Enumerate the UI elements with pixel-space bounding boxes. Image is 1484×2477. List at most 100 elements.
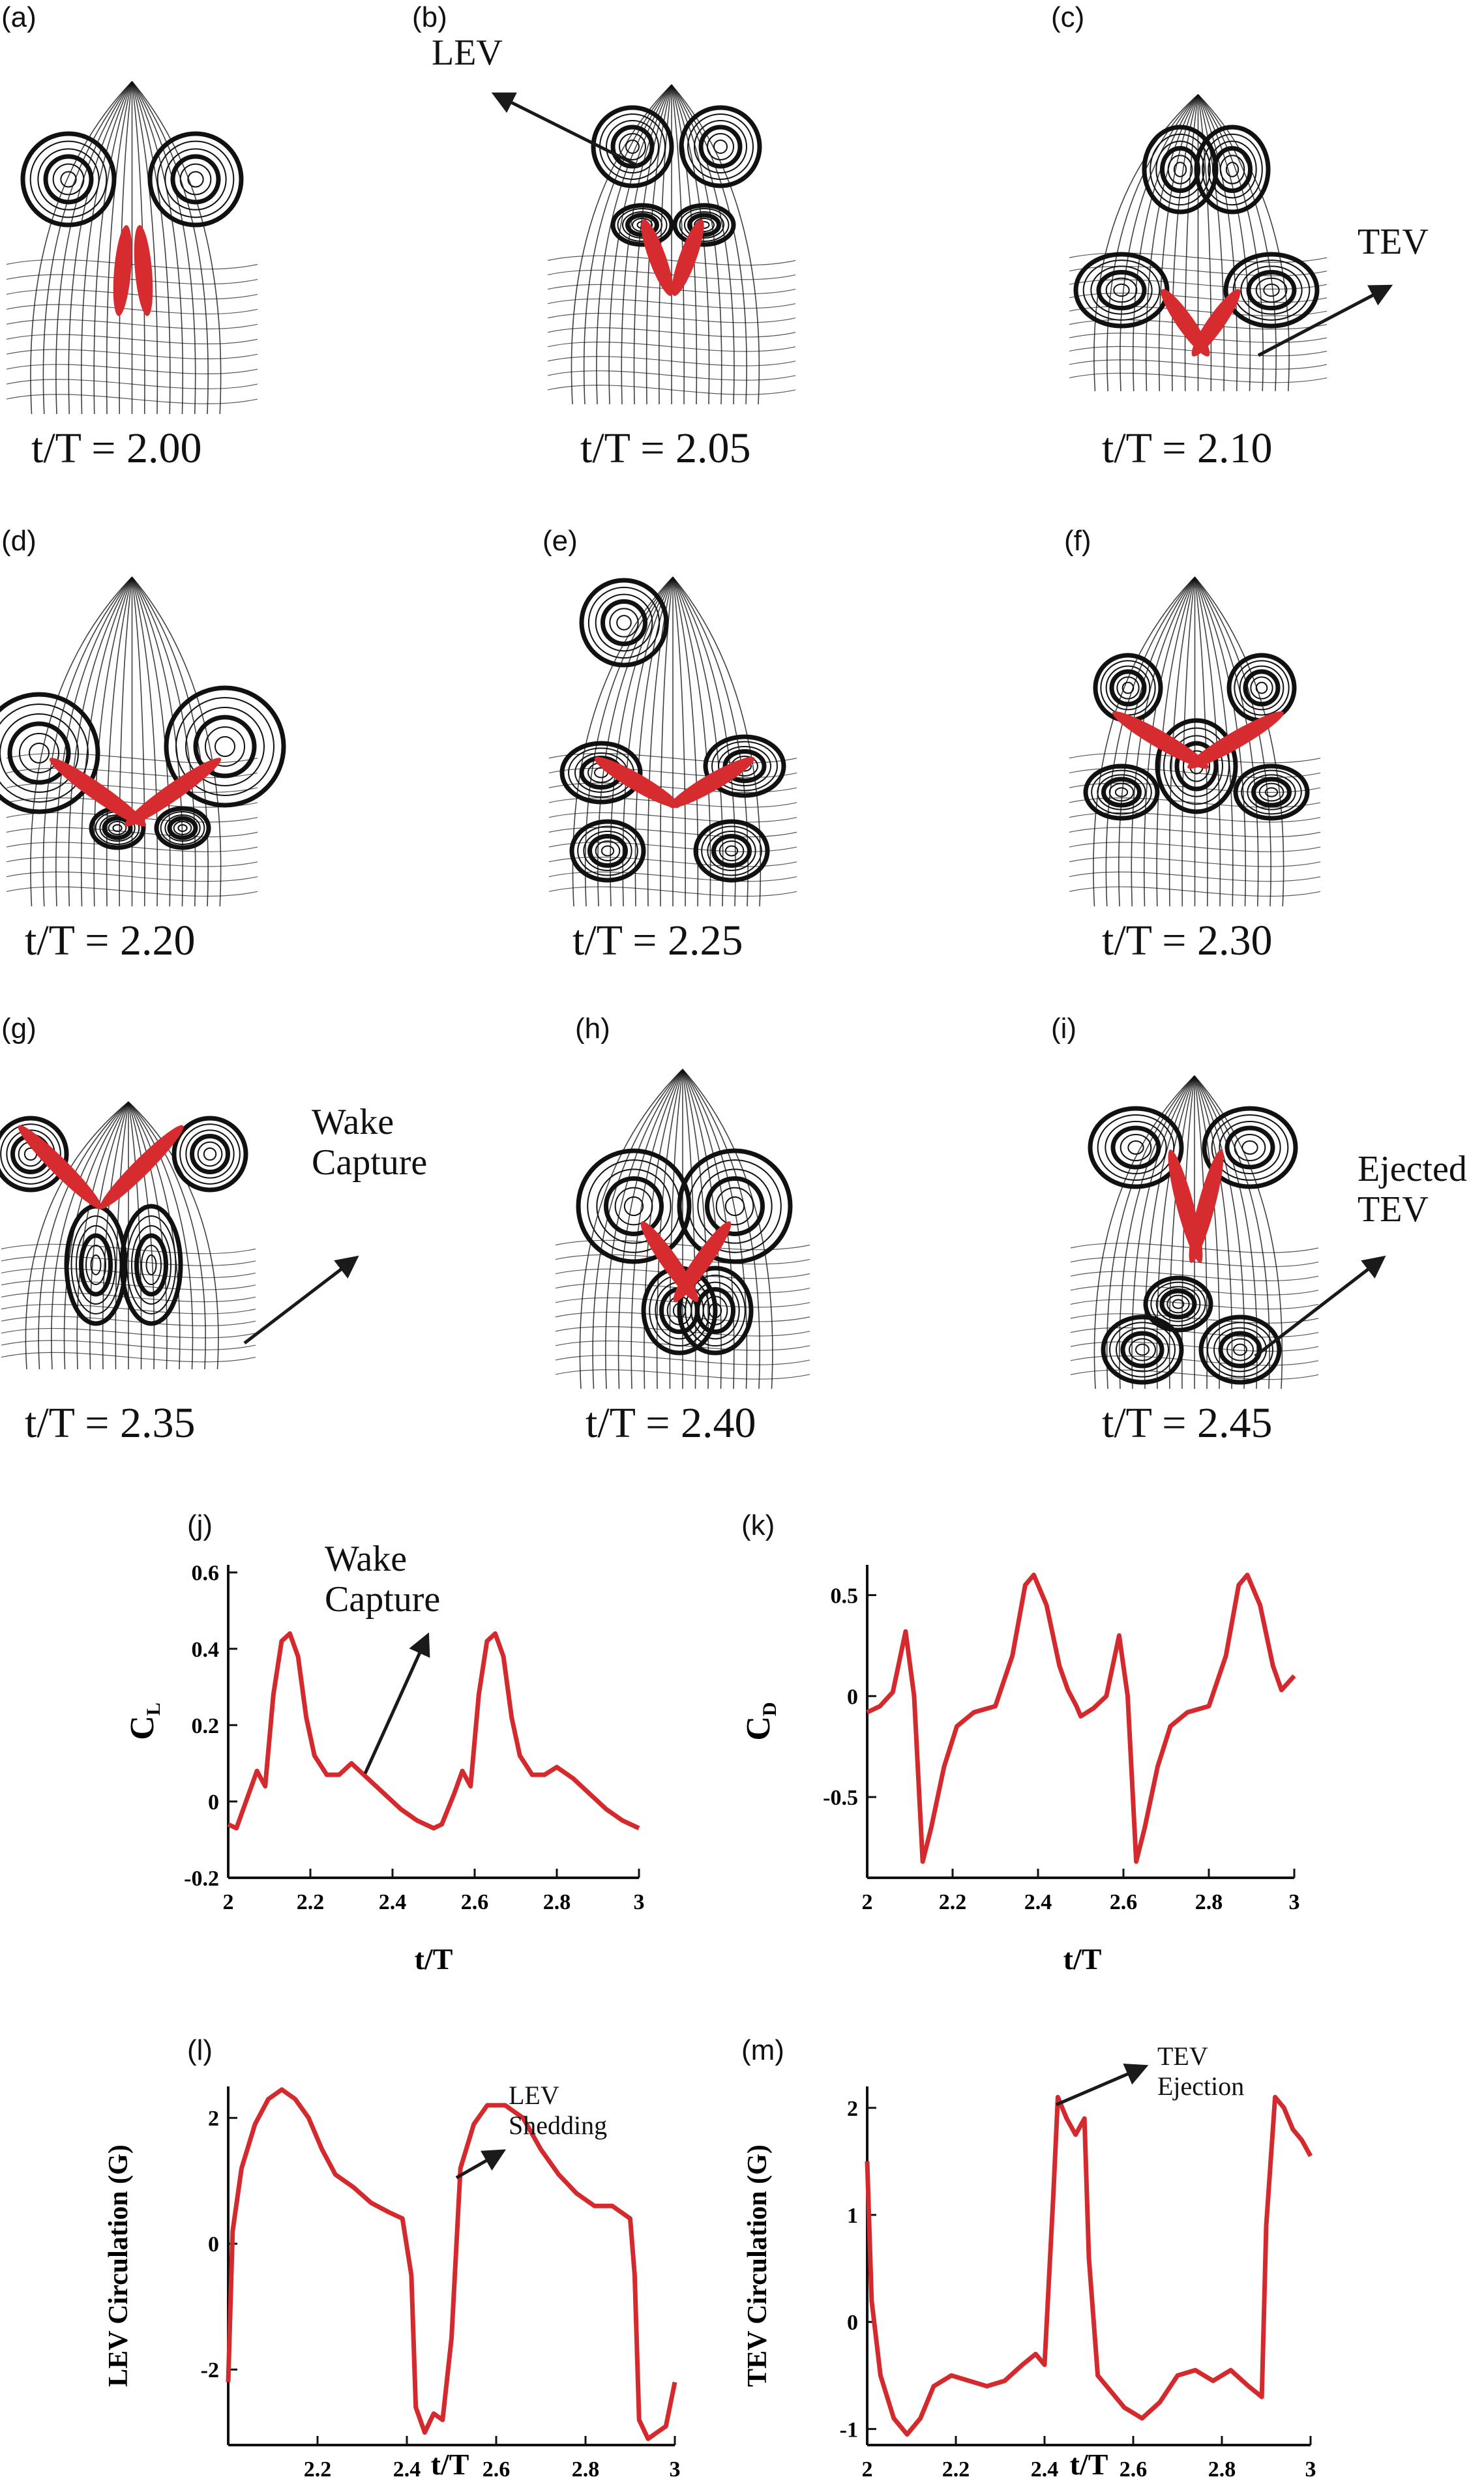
plot-annotation-shedding: Shedding: [509, 2111, 608, 2140]
arrow-wake-capture-plot: [363, 1632, 430, 1775]
panel-letter-g: (g): [1, 1013, 37, 1045]
x-axis-label: t/T: [415, 1942, 453, 1976]
panel-letter-b: (b): [412, 1, 447, 33]
x-tick-label: 2.8: [1208, 2457, 1236, 2477]
y-tick-label: 0.2: [192, 1714, 220, 1738]
x-tick-label: 2.8: [572, 2457, 600, 2477]
wing-left: [49, 758, 147, 827]
x-axis-label: t/T: [1063, 1942, 1102, 1976]
plot-annotation-ejection: Ejection: [1157, 2071, 1245, 2101]
plot-letter-m: (m): [741, 2034, 784, 2066]
annotation-ejected-tev: TEV: [1358, 1189, 1429, 1230]
x-tick-label: 2: [862, 2457, 873, 2477]
panel-letter-a: (a): [1, 1, 37, 33]
x-tick-label: 2.4: [1031, 2457, 1059, 2477]
annotation-lev: LEV: [432, 33, 503, 73]
plot-annotation-lev: LEV: [509, 2081, 559, 2110]
vortex-1: [1194, 125, 1271, 215]
y-tick-label: -1: [840, 2418, 858, 2442]
annotation-ejected: Ejected: [1358, 1149, 1467, 1189]
x-tick-label: 3: [634, 1890, 645, 1914]
vortex-3: [1083, 764, 1160, 821]
annotation-capture: Capture: [312, 1142, 428, 1183]
vortex-2: [1101, 1314, 1184, 1385]
vortex-4: [693, 819, 770, 883]
time-label-d: t/T = 2.20: [25, 917, 196, 964]
arrow-lev-shedding: [455, 2149, 507, 2180]
x-tick-label: 2.4: [379, 1890, 407, 1914]
vortex-3: [119, 1204, 183, 1326]
vortex-3: [1223, 252, 1320, 329]
x-tick-label: 2.6: [482, 2457, 511, 2477]
vortex-4: [1143, 1275, 1213, 1333]
wing-left: [1112, 711, 1209, 769]
y-tick-label: 0.4: [192, 1638, 220, 1662]
vortex-1: [171, 1116, 248, 1193]
vortex-1: [677, 1148, 793, 1264]
vortex-1: [1202, 1106, 1298, 1189]
series-line-0: [866, 1573, 1296, 1864]
time-label-a: t/T = 2.00: [31, 424, 202, 472]
vortex-2: [1073, 252, 1170, 329]
chart-m: 2 2.2 2.4 2.6 2.8 3 -1 0 1 2 t/T TEV Circulation (G…: [743, 2086, 1316, 2477]
plot-annotation-tev: TEV: [1157, 2041, 1208, 2071]
series-line-0: [865, 2094, 1313, 2437]
wing-right: [1191, 289, 1241, 357]
vortex-3: [677, 1266, 754, 1356]
wing-right: [134, 225, 153, 316]
time-label-f: t/T = 2.30: [1102, 917, 1273, 964]
x-tick-label: 2.6: [1120, 2457, 1148, 2477]
streamline-image-d: [0, 576, 286, 907]
vortex-0: [20, 131, 117, 228]
streamline-image-a: [6, 81, 258, 415]
wing-right: [672, 219, 704, 296]
vortex-3: [1198, 1314, 1282, 1385]
y-axis-label: LEV Circulation (G): [104, 2144, 134, 2387]
wing-left: [18, 1125, 102, 1209]
wing-left: [594, 756, 680, 808]
vortex-1: [679, 105, 762, 188]
time-label-b: t/T = 2.05: [580, 424, 751, 472]
plot-letter-k: (k): [741, 1509, 775, 1541]
panel-letter-i: (i): [1051, 1013, 1077, 1045]
panel-letter-f: (f): [1064, 525, 1091, 557]
x-tick-label: 2.2: [297, 1890, 325, 1914]
x-axis-label: t/T: [431, 2448, 469, 2477]
vortex-1: [164, 685, 286, 808]
streamline-image-e: [548, 576, 797, 907]
time-label-g: t/T = 2.35: [25, 1399, 196, 1447]
x-tick-label: 2.4: [1024, 1890, 1052, 1914]
vortex-0: [1088, 1106, 1184, 1189]
y-tick-label: 0.5: [831, 1584, 859, 1608]
plot-annotation-capture: Capture: [325, 1579, 441, 1620]
panel-letter-h: (h): [575, 1013, 610, 1045]
y-axis-label: CL: [124, 1702, 164, 1740]
x-axis-label: t/T: [1070, 2448, 1108, 2477]
vortex-0: [579, 578, 669, 668]
vortex-4: [1233, 764, 1310, 821]
x-tick-label: 3: [1305, 2457, 1316, 2477]
arrow-ejected-tev: [1254, 1255, 1386, 1357]
series-line-0: [226, 2087, 677, 2441]
plot-letter-j: (j): [187, 1509, 213, 1541]
vortex-2: [1155, 718, 1238, 814]
y-tick-label: 0: [208, 1790, 219, 1815]
wing-left: [113, 225, 132, 316]
x-tick-label: 2: [223, 1890, 234, 1914]
x-tick-label: 3: [1289, 1890, 1300, 1914]
y-tick-label: -2: [201, 2358, 219, 2382]
y-tick-label: -0.5: [823, 1786, 858, 1810]
y-tick-label: 0: [847, 1685, 858, 1709]
streamline-image-g: [0, 1101, 256, 1370]
annotation-wake: Wake: [312, 1102, 394, 1142]
x-tick-label: 2: [862, 1890, 873, 1914]
x-tick-label: 2.6: [461, 1890, 489, 1914]
wing-left: [641, 219, 674, 296]
x-tick-label: 2.4: [393, 2457, 421, 2477]
wing-right: [1189, 1150, 1224, 1263]
time-label-c: t/T = 2.10: [1102, 424, 1273, 472]
arrow-lev: [491, 92, 640, 168]
arrow-tev: [1257, 284, 1393, 357]
chart-j: 2 2.2 2.4 2.6 2.8 3 -0.2 0 0.2 0.4 0.6 t/T CL: [124, 1562, 645, 1976]
